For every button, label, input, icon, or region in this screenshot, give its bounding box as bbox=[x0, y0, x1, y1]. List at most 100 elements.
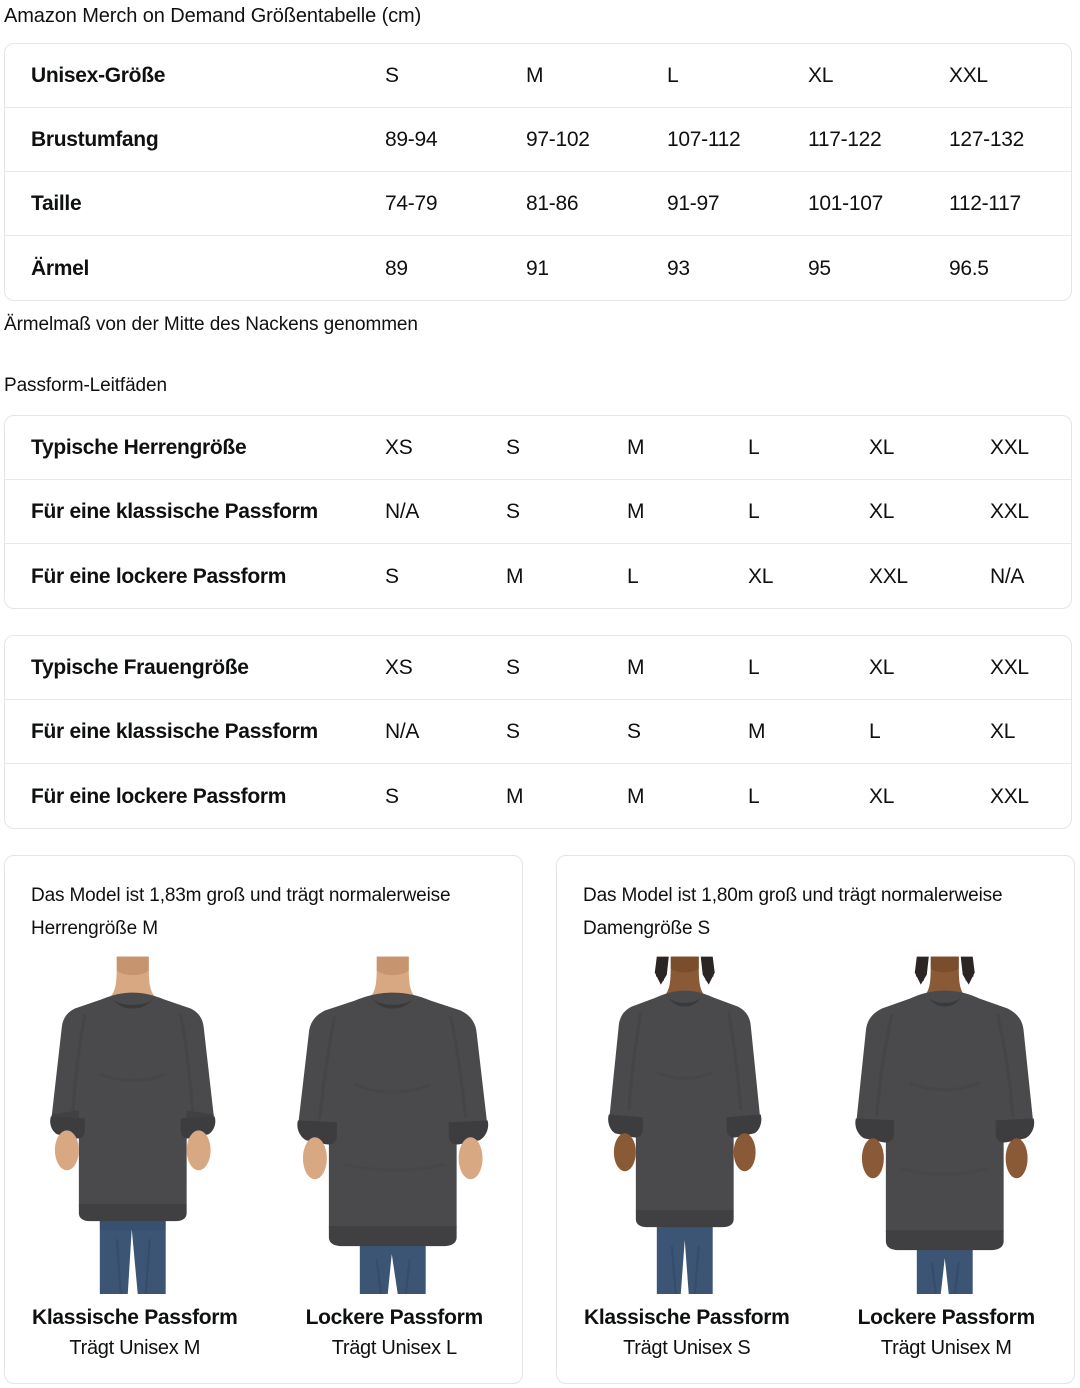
row-label: Für eine lockere Passform bbox=[31, 784, 287, 808]
male-classic-fit-illustration bbox=[50, 956, 216, 1294]
row-cells: S M M L XL XXL bbox=[385, 784, 1071, 809]
hands bbox=[861, 1138, 1028, 1179]
male-relaxed-fit-illustration bbox=[296, 956, 488, 1294]
jeans-legs bbox=[656, 1222, 713, 1294]
table-row: Typische Frauengröße XS S M L XL XXL bbox=[5, 636, 1071, 700]
head-neck-hair bbox=[914, 956, 975, 995]
table-cell: XL bbox=[869, 784, 895, 808]
model-figure-relaxed bbox=[265, 954, 523, 1294]
figure-label-classic: Klassische Passform Trägt Unisex M bbox=[5, 1303, 265, 1363]
row-cells: S M L XL XXL N/A bbox=[385, 564, 1071, 589]
table-cell: S bbox=[385, 64, 399, 87]
model-figure-classic bbox=[557, 954, 817, 1294]
table-cell: 112-117 bbox=[949, 192, 1021, 215]
table-row: Für eine klassische Passform N/A S S M L… bbox=[5, 700, 1071, 764]
fit-wears: Trägt Unisex L bbox=[331, 1337, 457, 1359]
fit-name: Klassische Passform bbox=[583, 1306, 790, 1329]
table-cell: XS bbox=[385, 656, 413, 679]
table-row: Für eine lockere Passform S M L XL XXL N… bbox=[5, 544, 1071, 608]
table-cell: L bbox=[748, 436, 760, 459]
jeans-legs bbox=[359, 1240, 426, 1294]
table-cell: S bbox=[506, 720, 520, 743]
table-cell: XL bbox=[748, 564, 774, 588]
table-cell: L bbox=[748, 784, 760, 808]
row-cells: 89-94 97-102 107-112 117-122 127-132 bbox=[385, 127, 1071, 152]
table-cell: 95 bbox=[808, 256, 831, 280]
sweatshirt-classic-fit bbox=[50, 992, 216, 1222]
table-cell: 93 bbox=[667, 256, 690, 280]
table-cell: M bbox=[627, 500, 645, 523]
table-cell: S bbox=[385, 564, 399, 588]
figure-labels: Klassische Passform Trägt Unisex M Locke… bbox=[5, 1303, 522, 1363]
table-cell: M bbox=[627, 436, 645, 459]
table-cell: 91 bbox=[526, 256, 549, 280]
jeans-legs bbox=[916, 1242, 973, 1294]
men-fit-guide-table: Typische Herrengröße XS S M L XL XXL Für… bbox=[4, 415, 1072, 609]
row-label: Ärmel bbox=[31, 256, 90, 280]
fit-wears: Trägt Unisex M bbox=[880, 1337, 1012, 1359]
row-label: Typische Herrengröße bbox=[31, 436, 247, 459]
unisex-size-table: Unisex-Größe S M L XL XXL Brustumfang 89… bbox=[4, 43, 1072, 301]
sweatshirt-classic-fit bbox=[608, 990, 762, 1228]
table-row: Brustumfang 89-94 97-102 107-112 117-122… bbox=[5, 108, 1071, 172]
table-cell: XL bbox=[869, 656, 895, 679]
women-fit-guide-table: Typische Frauengröße XS S M L XL XXL Für… bbox=[4, 635, 1072, 829]
table-cell: XL bbox=[869, 500, 895, 523]
table-row: Für eine klassische Passform N/A S M L X… bbox=[5, 480, 1071, 544]
page-title: Amazon Merch on Demand Größentabelle (cm… bbox=[4, 5, 422, 27]
table-cell: 96.5 bbox=[949, 256, 989, 280]
fit-guides-heading: Passform-Leitfäden bbox=[4, 375, 167, 396]
table-row: Taille 74-79 81-86 91-97 101-107 112-117 bbox=[5, 172, 1071, 236]
table-cell: 117-122 bbox=[808, 128, 882, 151]
head-neck bbox=[110, 956, 155, 997]
table-cell: 89 bbox=[385, 256, 408, 280]
head-neck bbox=[370, 956, 415, 997]
row-label: Für eine klassische Passform bbox=[31, 500, 318, 523]
jeans-legs bbox=[99, 1216, 166, 1294]
table-cell: M bbox=[506, 784, 524, 808]
fit-name: Klassische Passform bbox=[31, 1306, 238, 1329]
fit-wears: Trägt Unisex M bbox=[69, 1337, 201, 1359]
table-cell: XL bbox=[990, 720, 1016, 743]
table-row: Ärmel 89 91 93 95 96.5 bbox=[5, 236, 1071, 300]
female-classic-fit-illustration bbox=[608, 956, 762, 1294]
table-cell: XL bbox=[808, 64, 834, 87]
model-figure-relaxed bbox=[817, 954, 1075, 1294]
model-figures bbox=[557, 954, 1075, 1294]
table-cell: XXL bbox=[869, 564, 908, 588]
table-cell: S bbox=[385, 784, 399, 808]
row-label: Typische Frauengröße bbox=[31, 656, 249, 679]
table-cell: XXL bbox=[990, 656, 1029, 679]
men-model-panel: Das Model ist 1,83m groß und trägt norma… bbox=[4, 855, 523, 1384]
row-cells: N/A S S M L XL bbox=[385, 719, 1071, 744]
table-cell: M bbox=[526, 64, 544, 87]
table-cell: S bbox=[506, 500, 520, 523]
row-label: Für eine klassische Passform bbox=[31, 720, 318, 743]
table-cell: M bbox=[506, 564, 524, 588]
fit-wears: Trägt Unisex S bbox=[623, 1337, 751, 1359]
table-cell: L bbox=[667, 64, 679, 87]
row-cells: XS S M L XL XXL bbox=[385, 435, 1071, 460]
table-cell: 89-94 bbox=[385, 128, 438, 151]
table-cell: 91-97 bbox=[667, 192, 720, 215]
table-cell: XXL bbox=[990, 436, 1029, 459]
row-cells: 74-79 81-86 91-97 101-107 112-117 bbox=[385, 191, 1071, 216]
table-cell: N/A bbox=[385, 500, 420, 523]
table-cell: 81-86 bbox=[526, 192, 579, 215]
table-cell: 74-79 bbox=[385, 192, 438, 215]
model-caption: Das Model ist 1,80m groß und trägt norma… bbox=[583, 885, 1003, 939]
table-cell: N/A bbox=[990, 564, 1025, 588]
women-model-panel: Das Model ist 1,80m groß und trägt norma… bbox=[556, 855, 1075, 1384]
row-label: Unisex-Größe bbox=[31, 64, 166, 87]
row-cells: XS S M L XL XXL bbox=[385, 655, 1071, 680]
table-cell: S bbox=[506, 436, 520, 459]
head-neck-hair bbox=[654, 956, 715, 995]
fit-name: Lockere Passform bbox=[857, 1306, 1036, 1329]
sweatshirt-relaxed-fit bbox=[854, 990, 1034, 1251]
table-cell: 97-102 bbox=[526, 128, 590, 151]
hands bbox=[54, 1130, 211, 1171]
table-cell: L bbox=[748, 656, 760, 679]
table-cell: L bbox=[627, 564, 639, 588]
table-row: Typische Herrengröße XS S M L XL XXL bbox=[5, 416, 1071, 480]
row-label: Brustumfang bbox=[31, 128, 159, 151]
